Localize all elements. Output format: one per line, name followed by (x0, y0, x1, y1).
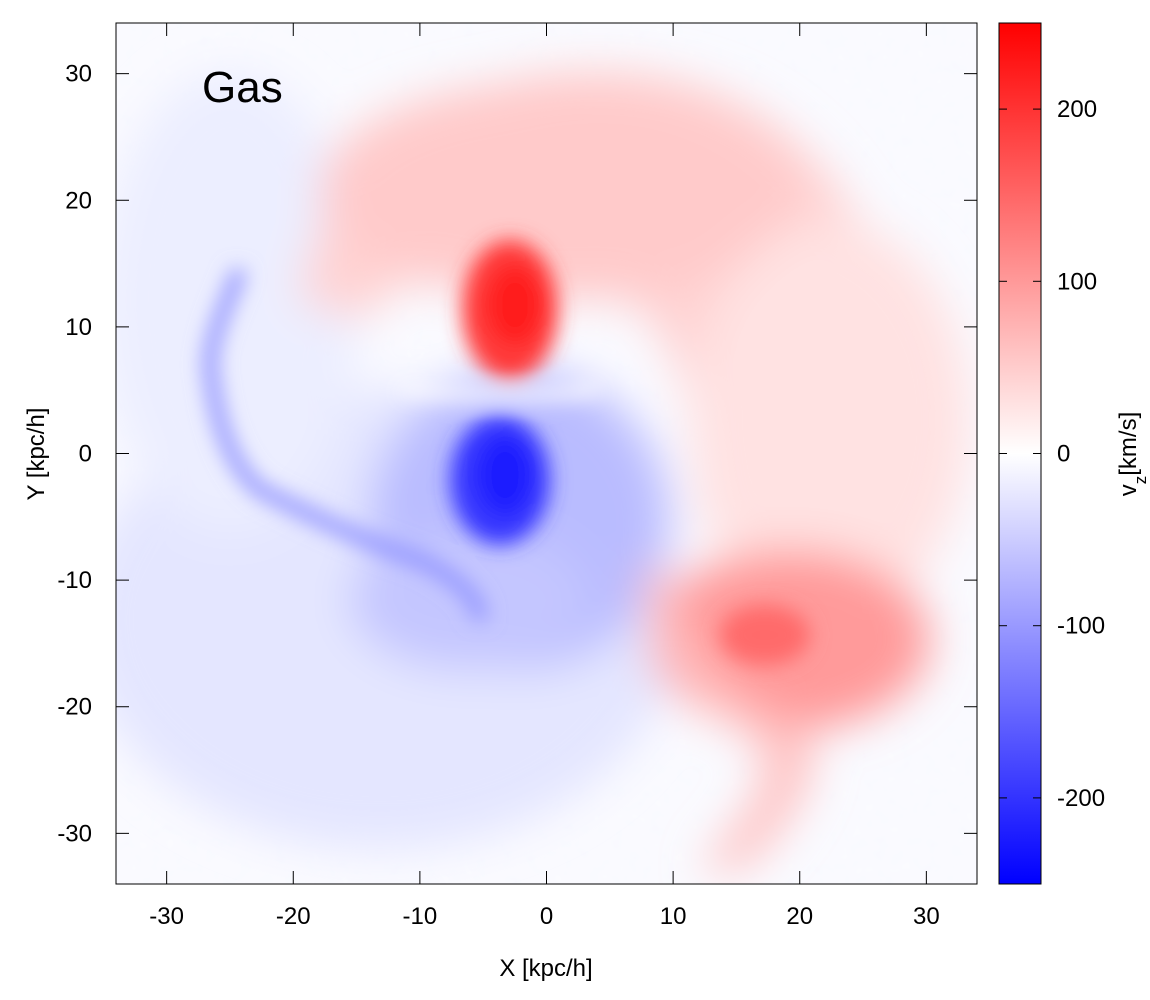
x-tick-label: -10 (403, 903, 438, 930)
y-tick-label: 20 (65, 187, 92, 214)
x-tick-label: -30 (149, 903, 184, 930)
y-axis-ticks: -30 -20 -10 0 10 20 30 (57, 61, 977, 847)
colorbar-tick-label: 0 (1057, 441, 1070, 468)
y-tick-label: 0 (79, 441, 92, 468)
y-tick-label: 30 (65, 61, 92, 88)
panel-label: Gas (202, 63, 283, 112)
x-tick-label: 10 (660, 903, 687, 930)
y-tick-label: -20 (57, 694, 92, 721)
velocity-field (116, 23, 977, 884)
x-tick-label: 0 (540, 903, 553, 930)
svg-text:vz[km/s]: vz[km/s] (1115, 412, 1150, 497)
x-tick-label: 20 (786, 903, 813, 930)
y-tick-label: -30 (57, 820, 92, 847)
x-tick-label: -20 (276, 903, 311, 930)
colorbar-ticks: 200 100 0 -100 -200 (999, 96, 1105, 812)
colorbar-tick-label: 100 (1057, 268, 1097, 295)
y-tick-label: -10 (57, 567, 92, 594)
colorbar-label-sub: z (1131, 476, 1150, 485)
colorbar-label-main: v (1115, 484, 1142, 496)
colorbar-label-unit: [km/s] (1115, 412, 1142, 476)
y-axis-label: Y [kpc/h] (23, 408, 50, 501)
colorbar-tick-label: -100 (1057, 613, 1105, 640)
x-tick-label: 30 (913, 903, 940, 930)
y-tick-label: 10 (65, 314, 92, 341)
colorbar-tick-label: -200 (1057, 785, 1105, 812)
x-axis-label: X [kpc/h] (499, 955, 592, 982)
colorbar-tick-label: 200 (1057, 96, 1097, 123)
x-axis-ticks: -30 -20 -10 0 10 20 30 (149, 23, 940, 930)
colorbar-label: vz[km/s] (1115, 412, 1150, 497)
